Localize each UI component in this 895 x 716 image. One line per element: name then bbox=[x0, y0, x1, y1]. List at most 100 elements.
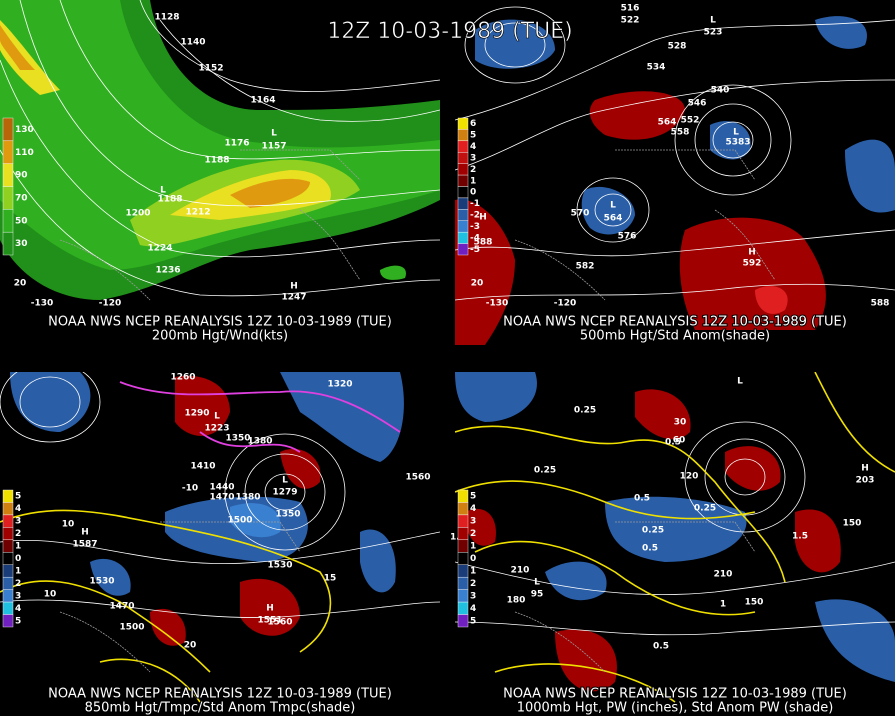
contour-label: 1188 bbox=[204, 156, 229, 166]
contour-label: 570 bbox=[571, 209, 590, 219]
contour-label: 0.5 bbox=[653, 642, 669, 652]
contour-label: L bbox=[214, 412, 220, 422]
contour-label: 1212 bbox=[185, 208, 210, 218]
legend-swatch bbox=[2, 576, 14, 590]
panel-1000mb bbox=[455, 372, 895, 703]
legend-label: -2 bbox=[470, 211, 480, 221]
contour-label: L bbox=[282, 476, 288, 486]
legend-swatch bbox=[457, 163, 469, 176]
legend-label: -3 bbox=[470, 222, 480, 232]
contour-label: 1470 bbox=[209, 493, 234, 503]
anom-shade bbox=[90, 558, 131, 596]
legend-label: 1 bbox=[15, 542, 21, 552]
contour-label: 15 bbox=[324, 574, 337, 584]
legend-label: 2 bbox=[15, 579, 21, 589]
legend-swatch bbox=[2, 564, 14, 578]
anom-shade bbox=[725, 446, 781, 491]
contour-label: 0.25 bbox=[694, 504, 716, 514]
contour-label: 10 bbox=[44, 590, 57, 600]
contour-label: -10 bbox=[182, 484, 198, 494]
legend-swatch bbox=[457, 502, 469, 516]
legend-swatch bbox=[457, 601, 469, 615]
contour-label: -130 bbox=[31, 299, 54, 309]
legend-label: 50 bbox=[15, 216, 28, 226]
anom-shade bbox=[10, 372, 91, 432]
wind-shade bbox=[0, 25, 35, 70]
contour-label: 203 bbox=[856, 476, 875, 486]
contour-label: 1128 bbox=[154, 13, 179, 23]
contour-label: -120 bbox=[554, 299, 577, 309]
anom-shade bbox=[795, 509, 841, 573]
contour-label: 10 bbox=[62, 520, 75, 530]
contour-label: 20 bbox=[471, 279, 484, 289]
legend-label: 5 bbox=[470, 131, 476, 141]
contour-label: 120 bbox=[680, 472, 699, 482]
contour-label: 528 bbox=[668, 42, 687, 52]
contour-label: 1380 bbox=[235, 493, 260, 503]
panel-subtitle: 1000mb Hgt, PW (inches), Std Anom PW (sh… bbox=[517, 701, 834, 716]
legend-swatch bbox=[457, 576, 469, 590]
anom-shade bbox=[679, 217, 826, 330]
contour-label: 540 bbox=[711, 86, 730, 96]
legend-label: 2 bbox=[15, 529, 21, 539]
contour-label: 0.5 bbox=[665, 438, 681, 448]
legend-swatch bbox=[457, 243, 469, 256]
contour-label: 1224 bbox=[147, 244, 172, 254]
contour-label: 522 bbox=[621, 16, 640, 26]
anom-shade bbox=[475, 19, 555, 69]
contour-label: 0.25 bbox=[574, 406, 596, 416]
legend-swatch bbox=[457, 231, 469, 244]
legend-swatch bbox=[2, 163, 14, 187]
legend-swatch bbox=[2, 231, 14, 256]
contour-label: 20 bbox=[14, 279, 27, 289]
contour-label: L bbox=[534, 578, 540, 588]
contour-label: 1223 bbox=[204, 424, 229, 434]
contour-label: -120 bbox=[99, 299, 122, 309]
contour-label: 1152 bbox=[198, 64, 223, 74]
contour-label: 1236 bbox=[155, 266, 180, 276]
anom-shade bbox=[280, 372, 404, 462]
contour-label: 1530 bbox=[89, 577, 114, 587]
legend-label: 5 bbox=[15, 616, 21, 626]
legend-swatch bbox=[457, 117, 469, 130]
contour-label: H bbox=[81, 528, 89, 538]
contour-label: 5383 bbox=[725, 138, 750, 148]
legend-label: 1 bbox=[470, 542, 476, 552]
contour-label: 1380 bbox=[247, 437, 272, 447]
contour-label: L bbox=[610, 201, 616, 211]
contours bbox=[455, 372, 895, 703]
contour-label: 60 bbox=[673, 436, 686, 446]
contour-label: 0.5 bbox=[642, 544, 658, 554]
legend-swatch bbox=[2, 502, 14, 516]
wind-shade bbox=[380, 265, 406, 280]
contour-label: 1350 bbox=[225, 434, 250, 444]
contour-label: 1200 bbox=[125, 209, 150, 219]
contour-label: 1320 bbox=[327, 380, 352, 390]
legend-swatch bbox=[2, 539, 14, 553]
legend-label: 1 bbox=[15, 566, 21, 576]
anom-shade bbox=[581, 186, 635, 235]
contour-label: 558 bbox=[671, 128, 690, 138]
legend-swatch bbox=[457, 129, 469, 142]
anom-shade bbox=[555, 629, 617, 692]
legend-label: 2 bbox=[470, 579, 476, 589]
legend-label: -1 bbox=[470, 199, 480, 209]
contours bbox=[0, 372, 440, 703]
contour-label: 552 bbox=[681, 116, 700, 126]
legend-label: 90 bbox=[15, 171, 28, 181]
legend-swatch bbox=[2, 614, 14, 628]
panel-caption: NOAA NWS NCEP REANALYSIS 12Z 10-03-1989 … bbox=[48, 687, 392, 702]
anom-shade bbox=[280, 448, 321, 489]
panel-overlay: 516522528534540546552564558570576582588L… bbox=[457, 4, 889, 345]
contour-label: 1350 bbox=[275, 510, 300, 520]
panel-200mb bbox=[0, 0, 440, 301]
legend-label: 0 bbox=[470, 554, 476, 564]
legend-swatch bbox=[2, 589, 14, 603]
anom-shade bbox=[545, 561, 607, 601]
contour-label: H bbox=[748, 248, 756, 258]
legend-swatch bbox=[457, 140, 469, 153]
legend-swatch bbox=[457, 552, 469, 565]
contour-label: 1176 bbox=[224, 139, 249, 149]
